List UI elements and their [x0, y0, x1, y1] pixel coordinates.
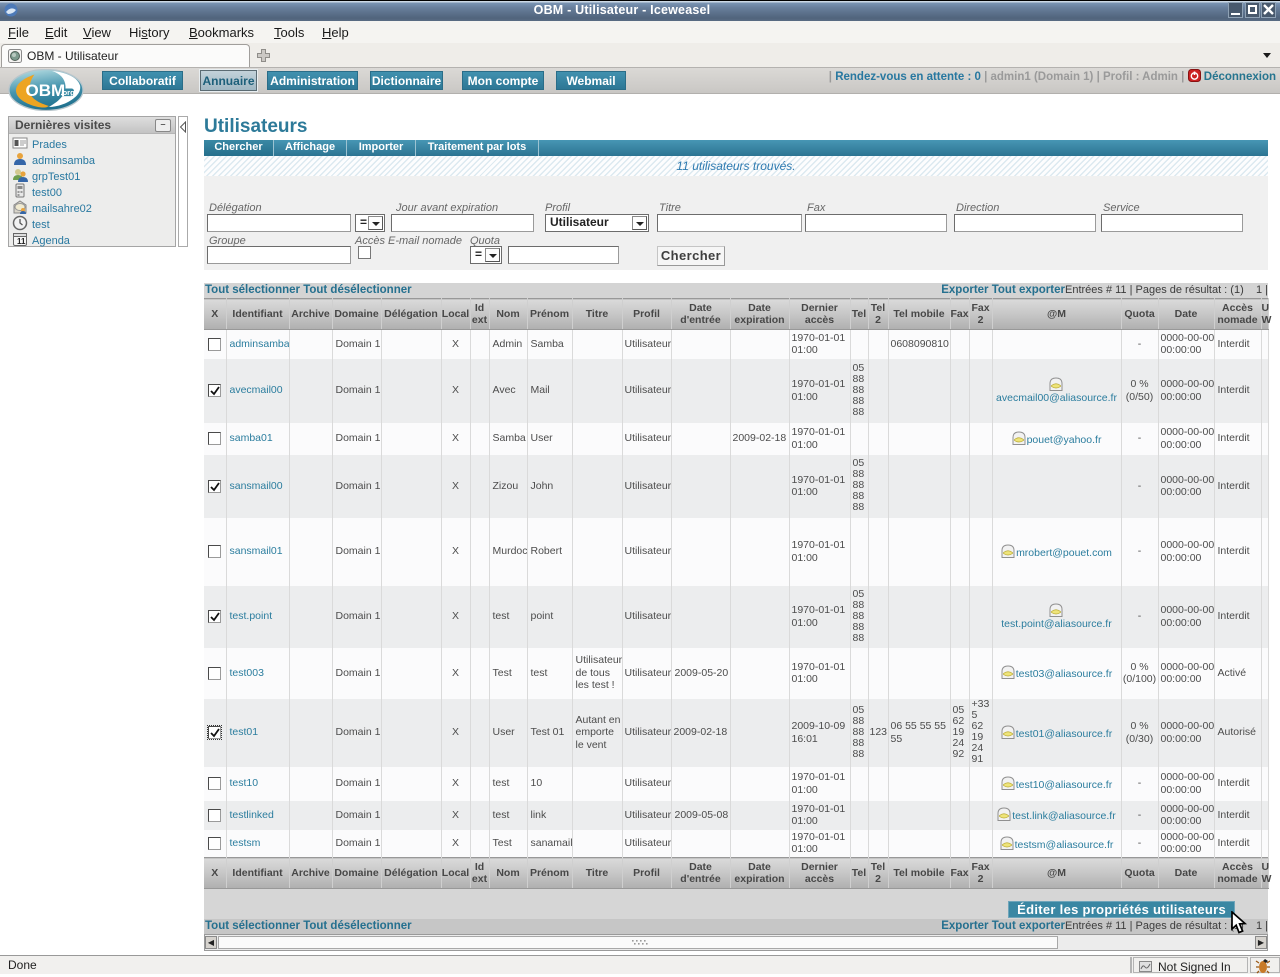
svg-text:.org: .org	[61, 88, 76, 97]
svg-text:OBM: OBM	[26, 81, 66, 100]
svg-text:11: 11	[17, 237, 26, 246]
